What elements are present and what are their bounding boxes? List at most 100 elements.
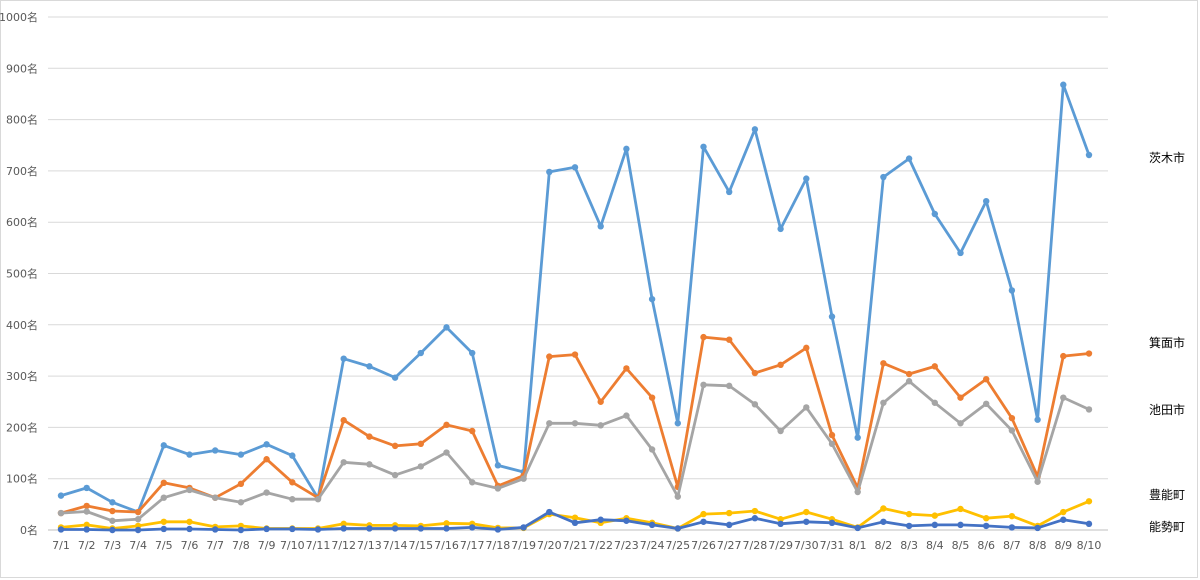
y-tick-label: 900名	[6, 61, 38, 75]
data-point	[417, 525, 424, 532]
data-point	[109, 517, 116, 524]
x-tick-label: 7/9	[258, 539, 276, 552]
data-point	[391, 442, 399, 450]
x-tick-label: 7/8	[232, 539, 250, 552]
data-point	[237, 480, 245, 488]
y-tick-label: 200名	[6, 420, 38, 434]
data-point	[160, 525, 167, 533]
data-point	[186, 518, 193, 525]
data-point	[340, 459, 347, 466]
data-point	[726, 382, 733, 390]
data-point	[1085, 498, 1093, 505]
data-point	[340, 355, 347, 362]
y-tick-label: 300名	[6, 369, 38, 383]
data-point	[186, 525, 193, 533]
data-point	[571, 514, 579, 521]
data-point	[777, 427, 784, 435]
x-tick-label: 7/22	[588, 539, 613, 552]
data-point	[931, 210, 938, 218]
data-point	[289, 452, 296, 459]
x-tick-label: 7/15	[408, 539, 433, 552]
data-point	[109, 526, 116, 534]
data-point	[751, 507, 759, 515]
data-point	[854, 488, 861, 496]
data-point	[880, 360, 887, 367]
data-point	[1060, 81, 1067, 88]
x-tick-label: 7/11	[306, 539, 331, 552]
data-point	[1008, 287, 1016, 294]
data-point	[443, 421, 450, 429]
data-point	[803, 344, 810, 352]
data-point	[828, 519, 836, 527]
x-tick-label: 7/5	[155, 539, 173, 552]
data-point	[469, 427, 476, 435]
series-label: 箕面市	[1149, 335, 1185, 350]
data-point	[186, 486, 193, 494]
data-point	[340, 525, 347, 532]
data-point	[134, 508, 142, 516]
data-point	[1008, 427, 1016, 434]
data-point	[469, 524, 476, 531]
data-point	[777, 520, 784, 528]
data-point	[700, 381, 707, 389]
x-tick-label: 8/6	[977, 539, 995, 552]
x-tick-label: 7/16	[434, 539, 459, 552]
data-point	[494, 462, 502, 469]
x-tick-label: 8/5	[952, 539, 970, 552]
data-point	[289, 525, 296, 533]
data-point	[931, 363, 938, 370]
series-3	[57, 378, 1093, 524]
data-point	[1085, 350, 1093, 357]
x-tick-label: 7/10	[280, 539, 305, 552]
data-point	[109, 507, 116, 515]
x-tick-label: 7/17	[460, 539, 485, 552]
data-point	[1060, 516, 1067, 523]
y-tick-label: 1000名	[0, 10, 38, 24]
x-tick-label: 7/31	[820, 539, 845, 552]
data-point	[469, 479, 476, 486]
data-point	[905, 370, 913, 378]
data-point	[443, 449, 450, 456]
data-point	[828, 431, 836, 439]
x-tick-label: 7/3	[104, 539, 122, 552]
x-tick-label: 8/1	[849, 539, 867, 552]
x-tick-label: 7/14	[383, 539, 408, 552]
data-point	[1008, 414, 1016, 422]
data-point	[417, 440, 424, 448]
data-point	[57, 509, 65, 517]
x-tick-label: 8/9	[1054, 539, 1072, 552]
data-point	[648, 446, 656, 453]
data-point	[263, 441, 270, 448]
series-label: 豊能町	[1149, 488, 1185, 502]
data-point	[957, 249, 964, 257]
x-tick-label: 7/29	[768, 539, 793, 552]
data-point	[905, 522, 913, 530]
x-tick-label: 7/1	[52, 539, 70, 552]
data-point	[700, 510, 707, 518]
data-point	[83, 484, 90, 492]
data-point	[314, 526, 322, 533]
data-point	[57, 526, 65, 533]
data-point	[931, 521, 938, 529]
y-tick-label: 400名	[6, 318, 38, 332]
data-point	[571, 164, 579, 171]
data-point	[571, 351, 579, 358]
data-point	[1034, 524, 1041, 532]
data-point	[263, 525, 270, 533]
data-point	[186, 451, 193, 458]
data-point	[391, 374, 399, 381]
data-point	[237, 499, 245, 506]
data-point	[854, 524, 861, 532]
data-point	[751, 369, 759, 377]
x-tick-label: 7/21	[563, 539, 588, 552]
data-point	[160, 442, 167, 449]
data-point	[366, 525, 373, 532]
data-point	[931, 399, 938, 406]
data-point	[443, 324, 450, 331]
data-point	[726, 521, 733, 529]
data-point	[905, 378, 913, 385]
x-tick-label: 8/8	[1029, 539, 1047, 552]
data-point	[1060, 352, 1067, 360]
data-point	[623, 412, 630, 419]
